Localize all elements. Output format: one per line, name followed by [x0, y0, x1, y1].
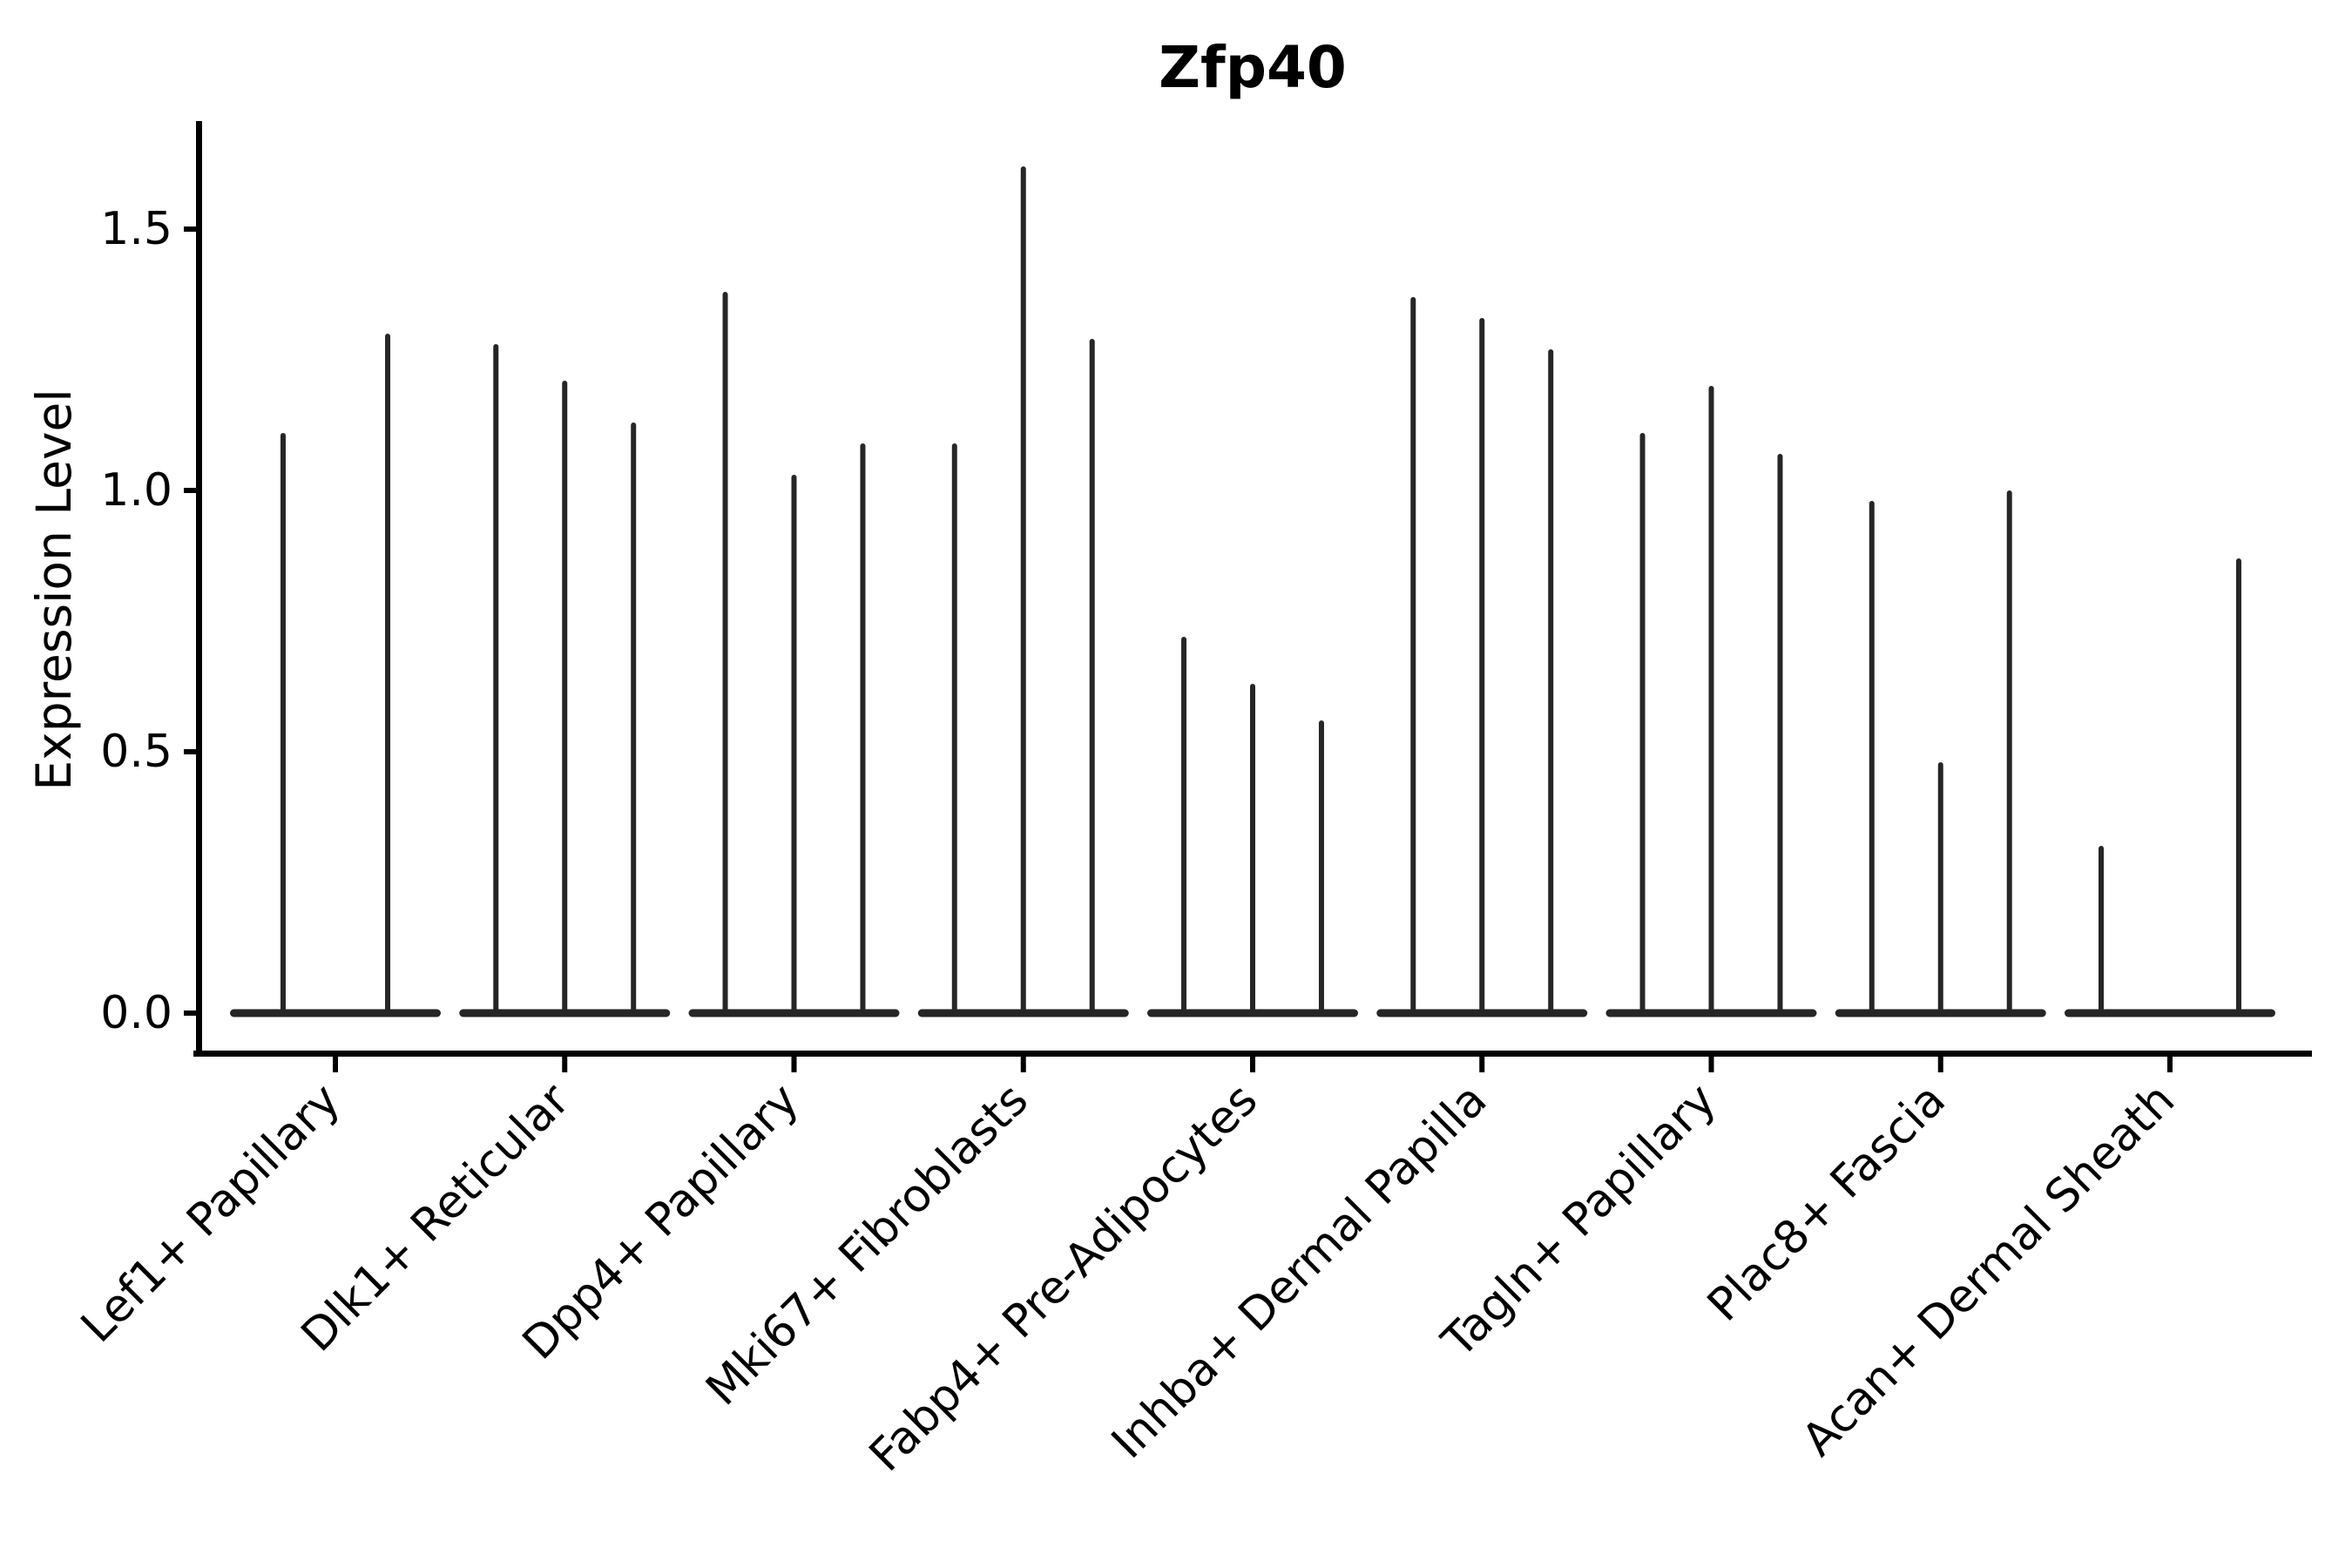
x-tick-label-4: Fabp4+ Pre-Adipocytes: [860, 1074, 1267, 1482]
x-tick-label-5: Inhba+ Dermal Papilla: [1102, 1074, 1497, 1469]
violin-base-0: [230, 1009, 441, 1017]
bottom-spine: [193, 1051, 2312, 1057]
x-tick-label-8: Acan+ Dermal Sheath: [1793, 1074, 2186, 1467]
violin-base-8: [2065, 1009, 2275, 1017]
x-tick-label-7: Plac8+ Fascia: [1698, 1074, 1956, 1332]
y-axis-label: Expression Level: [26, 389, 82, 790]
y-tick-label: 0.0: [100, 987, 172, 1039]
y-tick-label: 1.0: [100, 464, 172, 517]
plot-title: Zfp40: [1159, 34, 1347, 101]
left-spine: [196, 121, 202, 1057]
y-tick-label: 1.5: [100, 203, 172, 255]
y-tick-label: 0.5: [100, 726, 172, 778]
violins-layer: [230, 166, 2275, 1017]
axes-layer: [184, 121, 2312, 1072]
